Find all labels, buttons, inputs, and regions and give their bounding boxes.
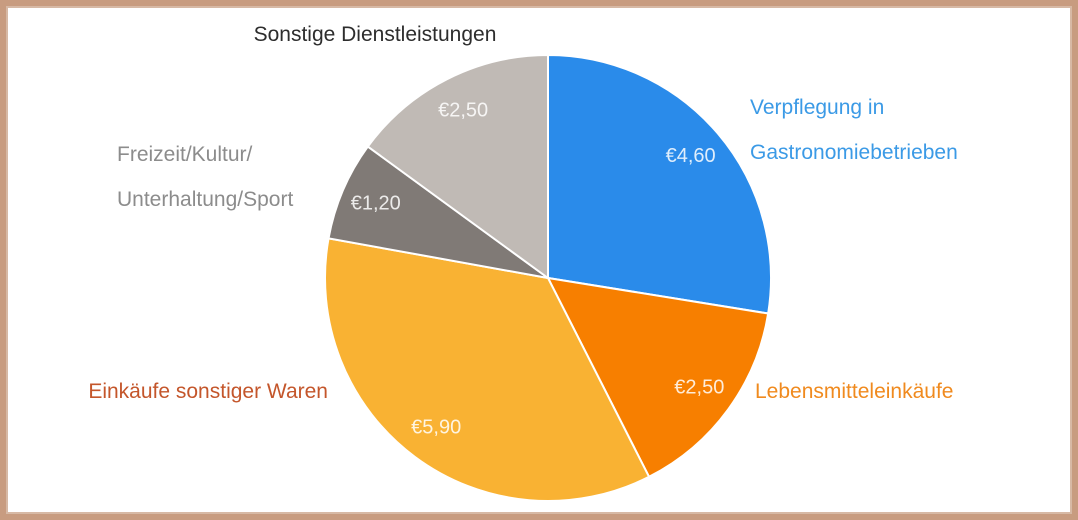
category-label: Lebensmitteleinkäufe: [755, 380, 953, 403]
category-label: Sonstige Dienstleistungen: [254, 23, 497, 46]
pie-slice: [366, 53, 549, 280]
value-label: €2,50: [674, 377, 724, 399]
value-label: €1,20: [351, 193, 401, 215]
value-label: €2,50: [438, 99, 488, 121]
pie-slice: [327, 145, 549, 279]
category-label: Einkäufe sonstiger Waren: [88, 380, 328, 403]
pie-slice: [547, 53, 772, 315]
category-label: Verpflegung in Gastronomiebetrieben: [750, 96, 958, 164]
value-label: €5,90: [411, 417, 461, 439]
category-label: Freizeit/Kultur/Unterhaltung/Sport: [117, 143, 293, 211]
pie-slice: [546, 276, 770, 479]
pie-slice: [324, 237, 651, 502]
value-label: €4,60: [666, 145, 716, 167]
